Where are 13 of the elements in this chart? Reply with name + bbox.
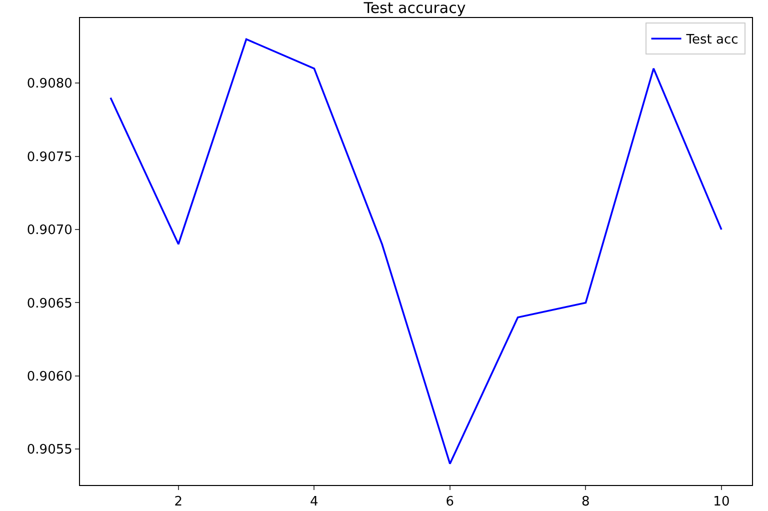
y-tick-label: 0.9060 xyxy=(26,369,72,384)
x-tick-label: 4 xyxy=(310,494,318,510)
y-tick-label: 0.9055 xyxy=(26,442,72,458)
x-tick-label: 8 xyxy=(582,494,590,510)
chart-title: Test accuracy xyxy=(362,0,466,18)
x-tick-label: 10 xyxy=(713,494,730,510)
y-tick-label: 0.9065 xyxy=(26,296,72,312)
y-tick-label: 0.9070 xyxy=(26,223,72,238)
y-tick-label: 0.9075 xyxy=(26,150,72,165)
x-tick-label: 6 xyxy=(446,494,454,510)
y-tick-label: 0.9080 xyxy=(26,76,72,92)
legend-label: Test acc xyxy=(685,32,738,48)
x-tick-label: 2 xyxy=(174,494,183,510)
